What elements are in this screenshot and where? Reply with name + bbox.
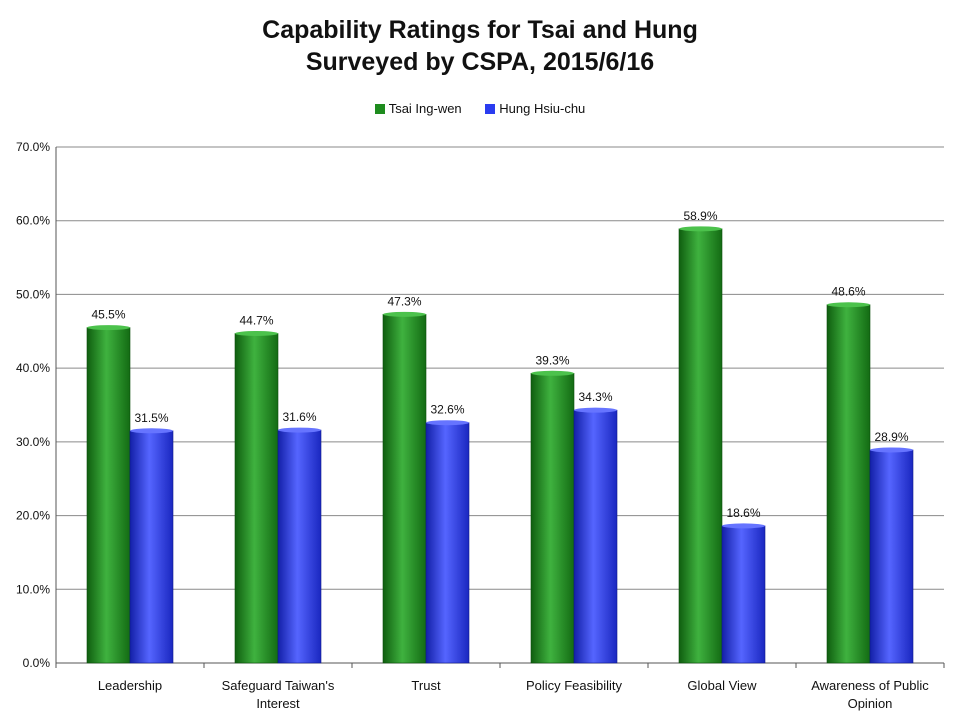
bar-top-hung <box>870 447 913 453</box>
chart-title-line-2: Surveyed by CSPA, 2015/6/16 <box>305 48 655 76</box>
data-label-hung: 34.3% <box>578 390 612 404</box>
bar-hung <box>573 409 618 664</box>
bar-tsai <box>234 333 279 664</box>
bar-top-tsai <box>235 330 278 336</box>
y-tick-label: 60.0% <box>16 214 50 228</box>
bar-tsai <box>530 373 575 664</box>
x-category-label: Safeguard Taiwan's <box>222 678 335 693</box>
bar-hung <box>721 525 766 664</box>
legend-item-hung: Hung Hsiu-chu <box>485 101 585 116</box>
x-category-label: Leadership <box>98 678 162 693</box>
bar-tsai <box>678 228 723 664</box>
bar-top-hung <box>426 420 469 426</box>
data-label-hung: 31.5% <box>134 411 168 425</box>
legend-swatch-tsai <box>374 103 385 114</box>
x-category-label: Global View <box>687 678 757 693</box>
data-label-tsai: 44.7% <box>239 313 273 327</box>
data-label-hung: 28.9% <box>874 430 908 444</box>
data-label-tsai: 48.6% <box>831 285 865 299</box>
x-category-label: Policy Feasibility <box>526 678 623 693</box>
bar-top-tsai <box>87 325 130 331</box>
legend-label-tsai: Tsai Ing-wen <box>388 101 462 116</box>
y-tick-label: 30.0% <box>16 435 50 449</box>
data-label-tsai: 39.3% <box>535 353 569 367</box>
y-tick-label: 70.0% <box>16 140 50 154</box>
bar-top-hung <box>722 523 765 529</box>
bar-hung <box>129 430 174 664</box>
y-tick-label: 0.0% <box>23 656 51 670</box>
legend-swatch-hung <box>485 103 496 114</box>
bar-tsai <box>382 314 427 664</box>
chart-title-line-1: Capability Ratings for Tsai and Hung <box>262 16 698 44</box>
bar-top-hung <box>574 407 617 413</box>
bar-top-tsai <box>383 311 426 317</box>
bar-top-tsai <box>531 370 574 376</box>
bar-top-tsai <box>679 226 722 232</box>
bar-hung <box>277 429 322 664</box>
data-label-tsai: 47.3% <box>387 294 421 308</box>
data-label-hung: 32.6% <box>430 403 464 417</box>
legend-label-hung: Hung Hsiu-chu <box>499 101 586 116</box>
x-category-label: Trust <box>411 678 441 693</box>
x-category-label: Awareness of Public <box>811 678 929 693</box>
bar-top-hung <box>278 427 321 433</box>
y-tick-label: 50.0% <box>16 287 50 301</box>
x-category-label: Interest <box>256 696 300 711</box>
bar-top-tsai <box>827 302 870 308</box>
y-tick-label: 20.0% <box>16 509 50 523</box>
data-label-hung: 18.6% <box>726 506 760 520</box>
legend: Tsai Ing-wen Hung Hsiu-chu <box>0 101 960 117</box>
data-label-tsai: 45.5% <box>91 308 125 322</box>
bar-tsai <box>86 327 131 664</box>
x-category-label: Opinion <box>848 696 893 711</box>
bar-hung <box>425 422 470 664</box>
legend-item-tsai: Tsai Ing-wen <box>374 101 462 116</box>
chart-title: Capability Ratings for Tsai and Hung Sur… <box>0 14 960 78</box>
bar-top-hung <box>130 428 173 434</box>
bar-hung <box>869 449 914 664</box>
data-label-hung: 31.6% <box>282 410 316 424</box>
data-label-tsai: 58.9% <box>683 209 717 223</box>
y-tick-label: 10.0% <box>16 582 50 596</box>
bar-tsai <box>826 304 871 664</box>
y-tick-label: 40.0% <box>16 361 50 375</box>
